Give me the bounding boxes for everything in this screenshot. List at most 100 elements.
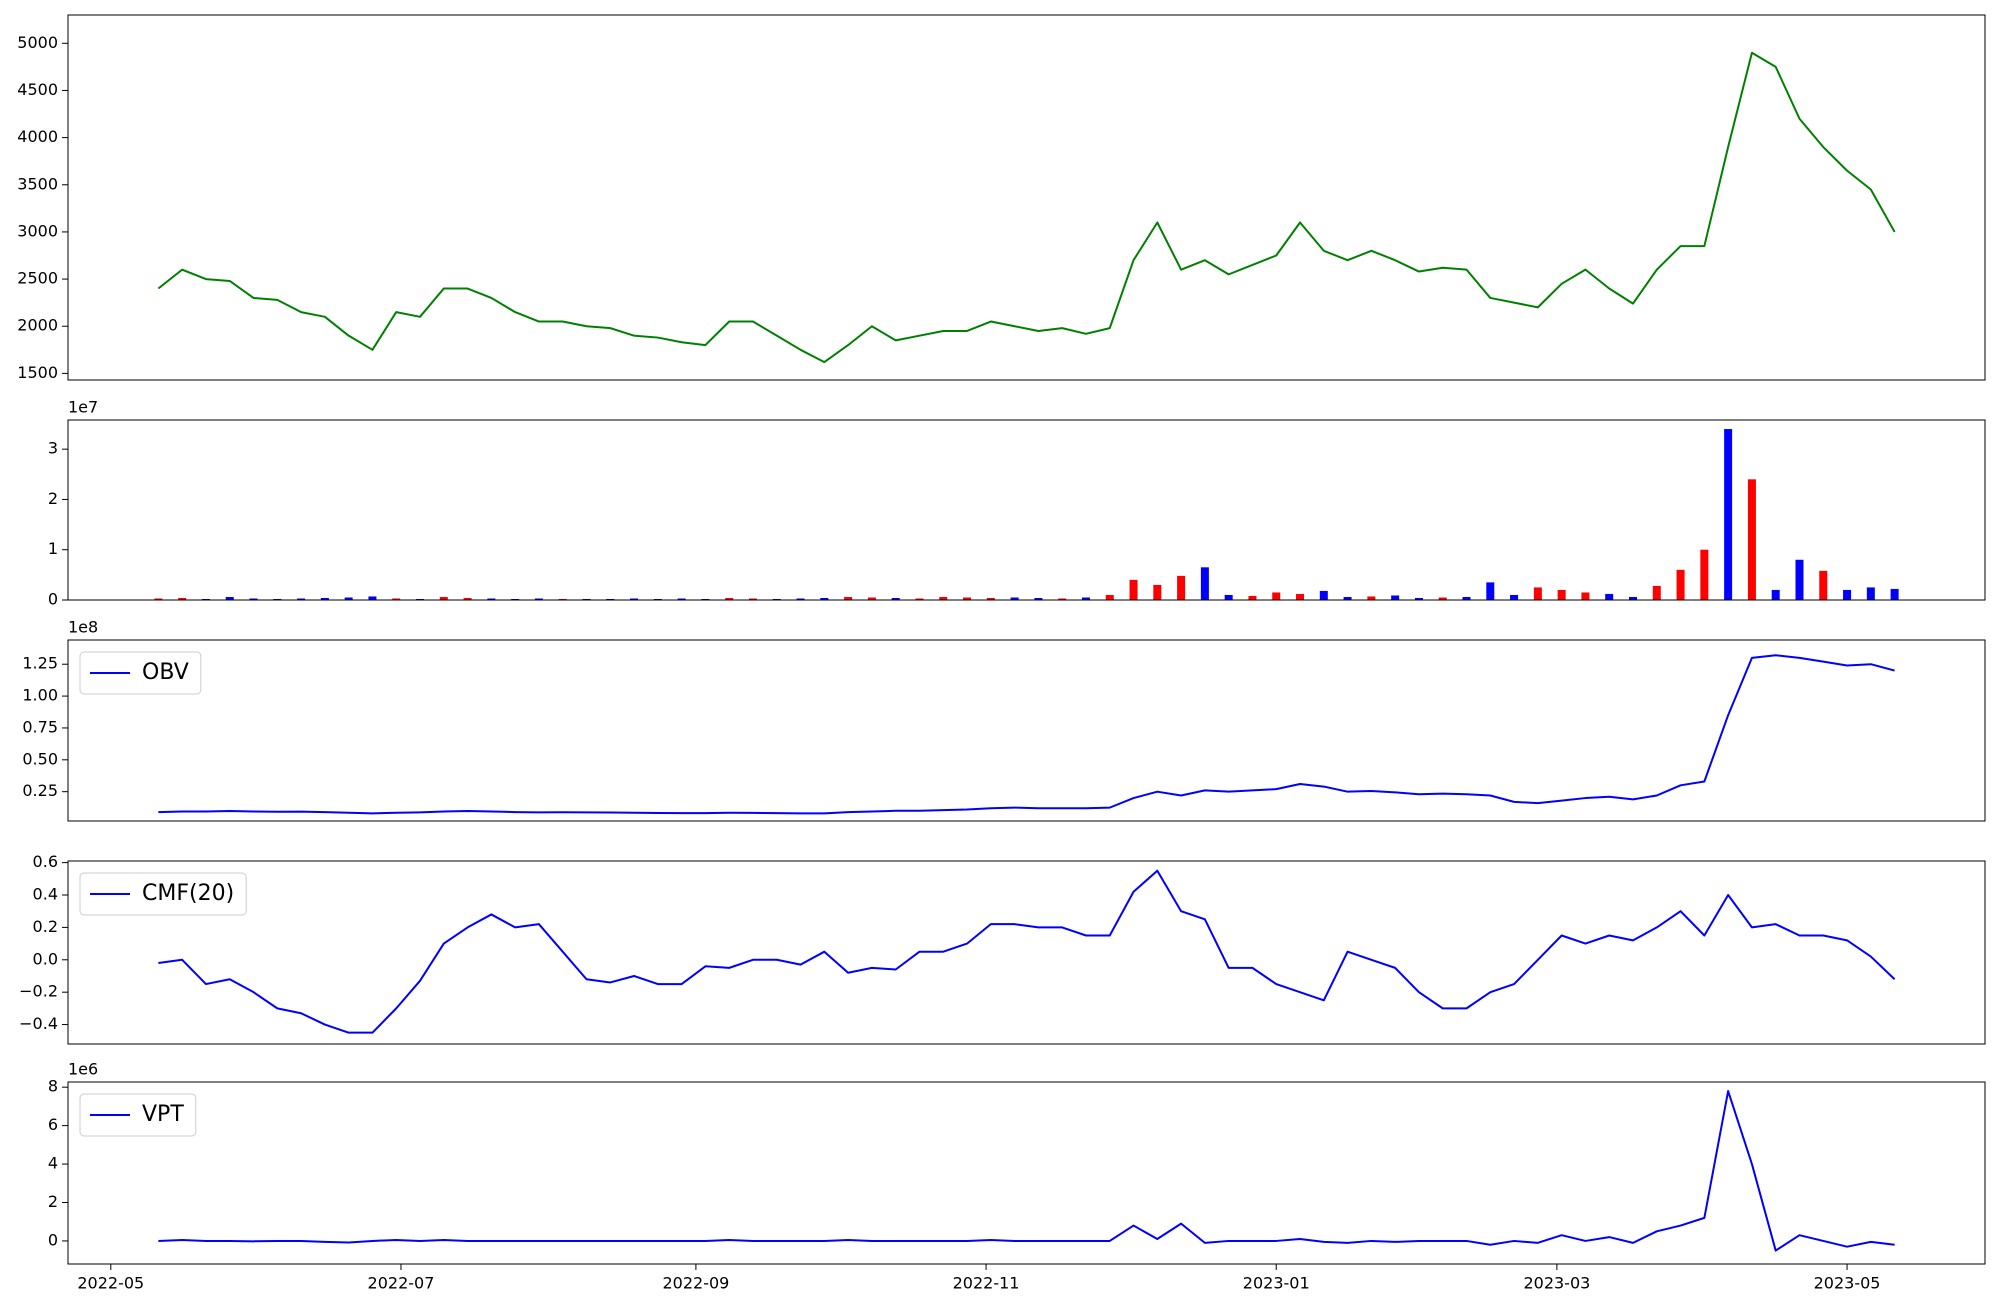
bar: [320, 597, 329, 600]
line: [157, 51, 1896, 364]
bar: [867, 597, 876, 600]
legend-box: [79, 1093, 197, 1137]
y-tick-label: 5000: [17, 33, 58, 52]
bar: [1795, 559, 1804, 600]
bar: [1224, 594, 1233, 600]
y-tick-label: 0.4: [33, 885, 58, 904]
y-tick-label: −0.2: [19, 982, 58, 1001]
legend-label: VPT: [142, 1102, 184, 1127]
x-tick-label: 2023-01: [1243, 1274, 1310, 1293]
bar: [1129, 579, 1138, 600]
offset-label: 1e7: [68, 398, 98, 417]
y-tick-label: 3: [48, 439, 58, 458]
bar: [1248, 595, 1257, 600]
bar: [487, 598, 496, 600]
bar: [1652, 585, 1661, 600]
bar: [606, 598, 615, 600]
y-tick-label: 2000: [17, 316, 58, 335]
bar: [844, 596, 853, 600]
bar: [986, 597, 995, 600]
y-tick-label: 0.25: [22, 781, 58, 800]
y-tick-label: 1.00: [22, 686, 58, 705]
axes-frame: [67, 860, 1986, 1045]
y-tick-label: 0.0: [33, 949, 58, 968]
bar: [392, 598, 401, 600]
bar: [1081, 597, 1090, 600]
bar: [1843, 589, 1852, 600]
bar: [939, 596, 948, 600]
bar: [796, 598, 805, 600]
axes-background: [68, 15, 1985, 380]
x-tick-label: 2023-05: [1814, 1274, 1881, 1293]
axes-frame: [67, 14, 1986, 381]
bar: [368, 596, 377, 600]
bar: [463, 597, 472, 600]
x-tick-label: 2022-11: [953, 1274, 1020, 1293]
bar: [1367, 596, 1376, 600]
bar: [511, 598, 520, 600]
bar: [891, 597, 900, 600]
bar: [630, 598, 639, 600]
y-tick-label: 2500: [17, 269, 58, 288]
bar: [534, 598, 543, 600]
bar: [1058, 598, 1067, 600]
y-tick-label: 4: [48, 1154, 58, 1173]
y-tick-label: 3000: [17, 221, 58, 240]
bar: [1510, 594, 1519, 600]
bar: [344, 597, 353, 600]
offset-label: 1e8: [68, 618, 98, 637]
bar: [1343, 596, 1352, 600]
y-tick-label: 2: [48, 1192, 58, 1211]
bar: [677, 598, 686, 600]
bar: [1700, 549, 1709, 600]
legend-label: OBV: [142, 660, 189, 685]
x-tick-label: 2023-03: [1523, 1274, 1590, 1293]
bar: [1819, 570, 1828, 600]
bar: [1272, 592, 1281, 600]
bar: [1486, 582, 1495, 600]
bar: [1462, 596, 1471, 600]
legend-box: [79, 872, 247, 916]
axes-frame: [67, 639, 1986, 822]
bar: [772, 598, 781, 600]
axes-frame: [67, 419, 1986, 601]
legend-label: CMF(20): [142, 881, 234, 906]
axes-background: [68, 861, 1985, 1044]
x-tick-label: 2022-09: [662, 1274, 729, 1293]
bar: [1628, 596, 1637, 600]
bar: [1866, 587, 1875, 600]
offset-label: 1e6: [68, 1060, 98, 1079]
bar: [963, 597, 972, 600]
y-tick-label: 0: [48, 1230, 58, 1249]
bar: [154, 598, 163, 600]
y-tick-label: 8: [48, 1077, 58, 1096]
line: [158, 654, 1895, 815]
bar: [1605, 593, 1614, 600]
bar: [1319, 590, 1328, 600]
bar: [1533, 587, 1542, 600]
y-tick-label: 2: [48, 489, 58, 508]
bar: [1771, 589, 1780, 600]
bar: [201, 598, 210, 600]
y-tick-label: 0.50: [22, 749, 58, 768]
y-tick-label: 0.75: [22, 717, 58, 736]
axes-background: [68, 640, 1985, 821]
bar: [1581, 592, 1590, 600]
y-tick-label: 1.25: [22, 654, 58, 673]
y-tick-label: 0.6: [33, 852, 58, 871]
y-tick-label: 0.2: [33, 917, 58, 936]
y-tick-label: 1500: [17, 363, 58, 382]
bar: [582, 598, 591, 600]
y-tick-label: 1: [48, 539, 58, 558]
bar: [1153, 584, 1162, 600]
y-tick-label: 4000: [17, 127, 58, 146]
bar: [1890, 588, 1899, 600]
bar: [748, 598, 757, 600]
x-tick-label: 2022-05: [77, 1274, 144, 1293]
bar: [1010, 597, 1019, 600]
x-tick-label: 2022-07: [368, 1274, 435, 1293]
axes-frame: [67, 1081, 1986, 1265]
bar: [1747, 479, 1756, 600]
